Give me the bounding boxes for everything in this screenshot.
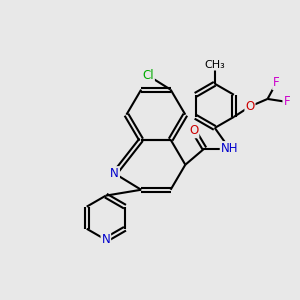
Text: Cl: Cl bbox=[142, 69, 154, 82]
Text: N: N bbox=[101, 233, 110, 246]
Text: O: O bbox=[189, 124, 198, 137]
Text: F: F bbox=[284, 95, 290, 108]
Text: NH: NH bbox=[221, 142, 238, 155]
Text: N: N bbox=[110, 167, 119, 180]
Text: CH₃: CH₃ bbox=[204, 60, 225, 70]
Text: F: F bbox=[273, 76, 280, 89]
Text: O: O bbox=[245, 100, 255, 113]
